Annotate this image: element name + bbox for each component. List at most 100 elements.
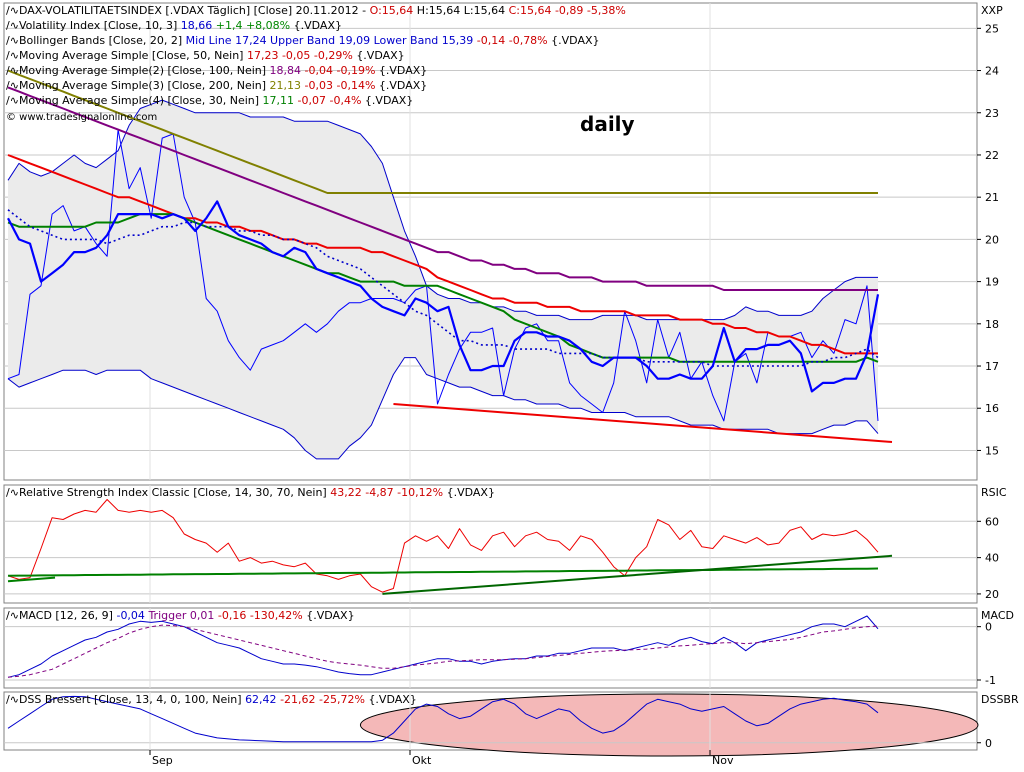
price-tick-label: 22 (985, 149, 999, 162)
price-series-vol_index (7, 129, 879, 422)
rsi-axis-label: RSIC (981, 486, 1007, 499)
bollinger-band-fill (8, 100, 878, 459)
dss-legend-segment: 62,42 (245, 693, 280, 706)
macd-tick-label: 0 (985, 621, 992, 634)
dss-panel: 0 DSSBR /∿DSS Bressert [Close, 13, 4, 0, 1… (3, 691, 1019, 757)
price-series-bb_mid (7, 209, 879, 367)
price-tick-label: 17 (985, 360, 999, 373)
macd-frame (3, 607, 978, 689)
dss-series-dss (7, 695, 879, 743)
rsi-legend-segment: Relative Strength Index Classic [Close, … (19, 486, 330, 499)
dss-legend-segment: DSS Bressert [Close, 13, 4, 0, 100, Nein… (19, 693, 245, 706)
indicator-icon: /∿ (6, 94, 19, 107)
price-legend-segment: 18,84 (270, 64, 305, 77)
rsi-legend-line: /∿Relative Strength Index Classic [Close… (6, 486, 495, 499)
price-series-ma100 (7, 86, 878, 291)
price-legend-segment: {.VDAX} (365, 94, 413, 107)
dss-legend-line: /∿DSS Bressert [Close, 13, 4, 0, 100, Ne… (6, 693, 417, 706)
price-legend-line: /∿Moving Average Simple(3) [Close, 200, … (6, 79, 427, 92)
price-legend-segment: 17,11 (263, 94, 298, 107)
daily-annotation: daily (580, 112, 635, 136)
rsi-trendline (7, 576, 56, 583)
price-legend-segment: Volatility Index [Close, 10, 3] (19, 19, 181, 32)
macd-legend-line: /∿MACD [12, 26, 9] -0,04 Trigger 0,01 -0… (6, 609, 355, 622)
price-legend-segment: Moving Average Simple(3) [Close, 200, Ne… (19, 79, 270, 92)
macd-legend-segment: -0,04 (116, 609, 148, 622)
macd-legend-segment: MACD [12, 26, 9] (19, 609, 117, 622)
price-tick-label: 19 (985, 276, 999, 289)
rsi-frame (3, 484, 978, 604)
indicator-icon: /∿ (6, 693, 19, 706)
rsi-legend-segment: 43,22 -4,87 -10,12% (330, 486, 446, 499)
macd-legend-segment: Trigger 0,01 (147, 609, 217, 622)
x-tick-label: Sep (152, 754, 173, 767)
indicator-icon: /∿ (6, 19, 19, 32)
indicator-icon: /∿ (6, 609, 19, 622)
indicator-icon: /∿ (6, 79, 19, 92)
price-legend-segment: Mid Line 17,24 Upper Band 19,09 Lower Ba… (186, 34, 477, 47)
price-tick-label: 15 (985, 444, 999, 457)
price-legend-segment: {.VDAX} (356, 49, 404, 62)
dss-legend-segment: {.VDAX} (368, 693, 416, 706)
price-legend-segment: 21,13 (270, 79, 305, 92)
rsi-tick-label: 40 (985, 552, 999, 565)
price-legend-segment: C:15,64 -0,89 -5,38% (509, 4, 626, 17)
price-legend-segment: {.VDAX} (379, 64, 427, 77)
indicator-icon: /∿ (6, 4, 19, 17)
price-series-ma50 (7, 154, 878, 355)
price-tick-label: 24 (985, 65, 999, 78)
price-series-ma200 (7, 69, 878, 194)
price-legend-segment: -0,03 -0,14% (305, 79, 379, 92)
dss-tick-label: 0 (985, 737, 992, 750)
rsi-legend-segment: {.VDAX} (447, 486, 495, 499)
price-legend-line: /∿Moving Average Simple(2) [Close, 100, … (6, 64, 427, 77)
price-legend-segment: 17,23 -0,05 -0,29% (247, 49, 356, 62)
price-legend-segment: -0,07 -0,4% (298, 94, 365, 107)
macd-tick-label: -1 (985, 674, 996, 687)
rsi-series-rsi (7, 499, 879, 593)
price-legend-segment: -0,14 -0,78% (477, 34, 551, 47)
macd-legend-segment: {.VDAX} (306, 609, 354, 622)
price-legend-segment: Moving Average Simple(2) [Close, 100, Ne… (19, 64, 270, 77)
price-series-close (7, 200, 880, 393)
macd-panel: 0 -1 MACD /∿MACD [12, 26, 9] -0,04 Trigger … (3, 607, 1014, 689)
price-tick-label: 21 (985, 191, 999, 204)
price-legend-segment: Moving Average Simple(4) [Close, 30, Nei… (19, 94, 263, 107)
rsi-tick-label: 60 (985, 515, 999, 528)
price-legend-segment: H:15,64 (417, 4, 464, 17)
rsi-trendline (382, 554, 893, 595)
price-panel: 1516171819202122232425XXP/∿DAX-VOLATILIT… (3, 2, 1003, 481)
macd-legend-segment: -0,16 -130,42% (218, 609, 306, 622)
price-legend-segment: DAX-VOLATILITAETSINDEX [.VDAX Täglich] [… (19, 4, 370, 17)
macd-series-trigger (7, 624, 879, 678)
price-legend-line: /∿Bollinger Bands [Close, 20, 2] Mid Lin… (6, 34, 600, 47)
price-tick-label: 18 (985, 318, 999, 331)
macd-axis-label: MACD (981, 609, 1014, 622)
rsi-tick-label: 20 (985, 588, 999, 601)
price-legend-segment: Moving Average Simple [Close, 50, Nein] (19, 49, 247, 62)
price-tick-label: 25 (985, 22, 999, 35)
price-tick-label: 20 (985, 233, 999, 246)
price-trendline (393, 403, 893, 444)
price-tick-label: 23 (985, 107, 999, 120)
watermark-text: © www.tradesignalonline.com (6, 112, 157, 123)
rsi-panel: 20 40 60 RSIC /∿Relative Strength Index Clas… (3, 484, 1007, 604)
price-legend-segment: L:15,64 (464, 4, 509, 17)
dss-highlight-ellipse (359, 693, 979, 757)
x-tick-label: Okt (412, 754, 432, 767)
price-axis-label: XXP (981, 4, 1003, 17)
macd-series-macd (7, 615, 879, 678)
price-legend-segment: +1,4 +8,08% (216, 19, 294, 32)
price-legend-segment: {.VDAX} (379, 79, 427, 92)
indicator-icon: /∿ (6, 64, 19, 77)
price-legend-line: /∿Moving Average Simple(4) [Close, 30, N… (6, 94, 413, 107)
price-legend-segment: -0,04 -0,19% (305, 64, 379, 77)
price-legend-line: /∿Moving Average Simple [Close, 50, Nein… (6, 49, 405, 62)
dss-legend-segment: -21,62 -25,72% (280, 693, 368, 706)
price-series-bb_upper (7, 99, 878, 321)
x-tick-label: Nov (712, 754, 734, 767)
indicator-icon: /∿ (6, 49, 19, 62)
dss-axis-label: DSSBR (981, 693, 1019, 706)
